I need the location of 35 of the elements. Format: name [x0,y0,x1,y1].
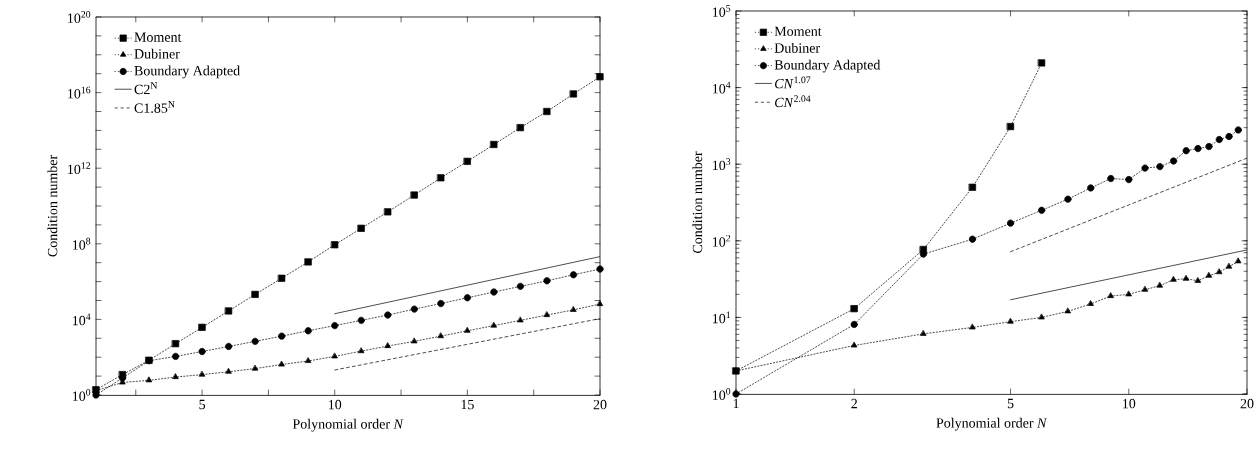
y-tick-label: 10$^{3}$ [712,158,731,171]
x-tick-label: 1 [733,398,739,409]
legend-label: Moment [134,32,182,42]
y-tick-label: 10$^{1}$ [712,311,731,324]
x-axis-title: Polynomial order N [936,417,1048,431]
y-tick-label: 10$^{4}$ [712,81,731,94]
y-tick-label: 10$^{20}$ [68,11,91,23]
x-tick-label: 10 [328,399,342,410]
y-tick-label: 10$^{0}$ [712,388,731,400]
x-tick-label: 20 [593,399,607,410]
legend-label: Boundary Adapted [774,59,881,73]
x-tick-label: 5 [199,399,206,410]
legend-label: C1.85$^{N}$ [134,101,175,113]
legend-label: Dubiner [134,48,180,59]
x-axis-title: Polynomial order N [292,418,404,432]
x-tick-label: 2 [851,398,857,409]
legend-label: Dubiner [774,42,820,53]
legend-label: Moment [774,26,822,36]
x-tick-label: 20 [1240,398,1254,409]
y-axis-title: Condition number [47,154,58,257]
legend-label: CN$^{1.07}$ [775,76,811,89]
y-tick-label: 10$^{4}$ [72,313,91,326]
x-tick-label: 5 [1007,398,1014,409]
y-tick-label: 10$^{5}$ [712,5,731,17]
y-tick-label: 10$^{0}$ [72,389,91,401]
legend-label: C2$^{N}$ [134,82,158,95]
y-tick-label: 10$^{2}$ [712,234,731,247]
y-tick-label: 10$^{8}$ [72,237,91,250]
legend-label: Boundary Adapted [134,65,240,79]
legend-label: CN$^{2.04}$ [775,95,811,108]
x-tick-label: 10 [1123,398,1136,409]
y-axis-title: Condition number [692,151,703,254]
y-tick-label: 10$^{16}$ [68,86,91,99]
x-tick-label: 15 [461,399,474,410]
y-tick-label: 10$^{12}$ [68,162,91,175]
